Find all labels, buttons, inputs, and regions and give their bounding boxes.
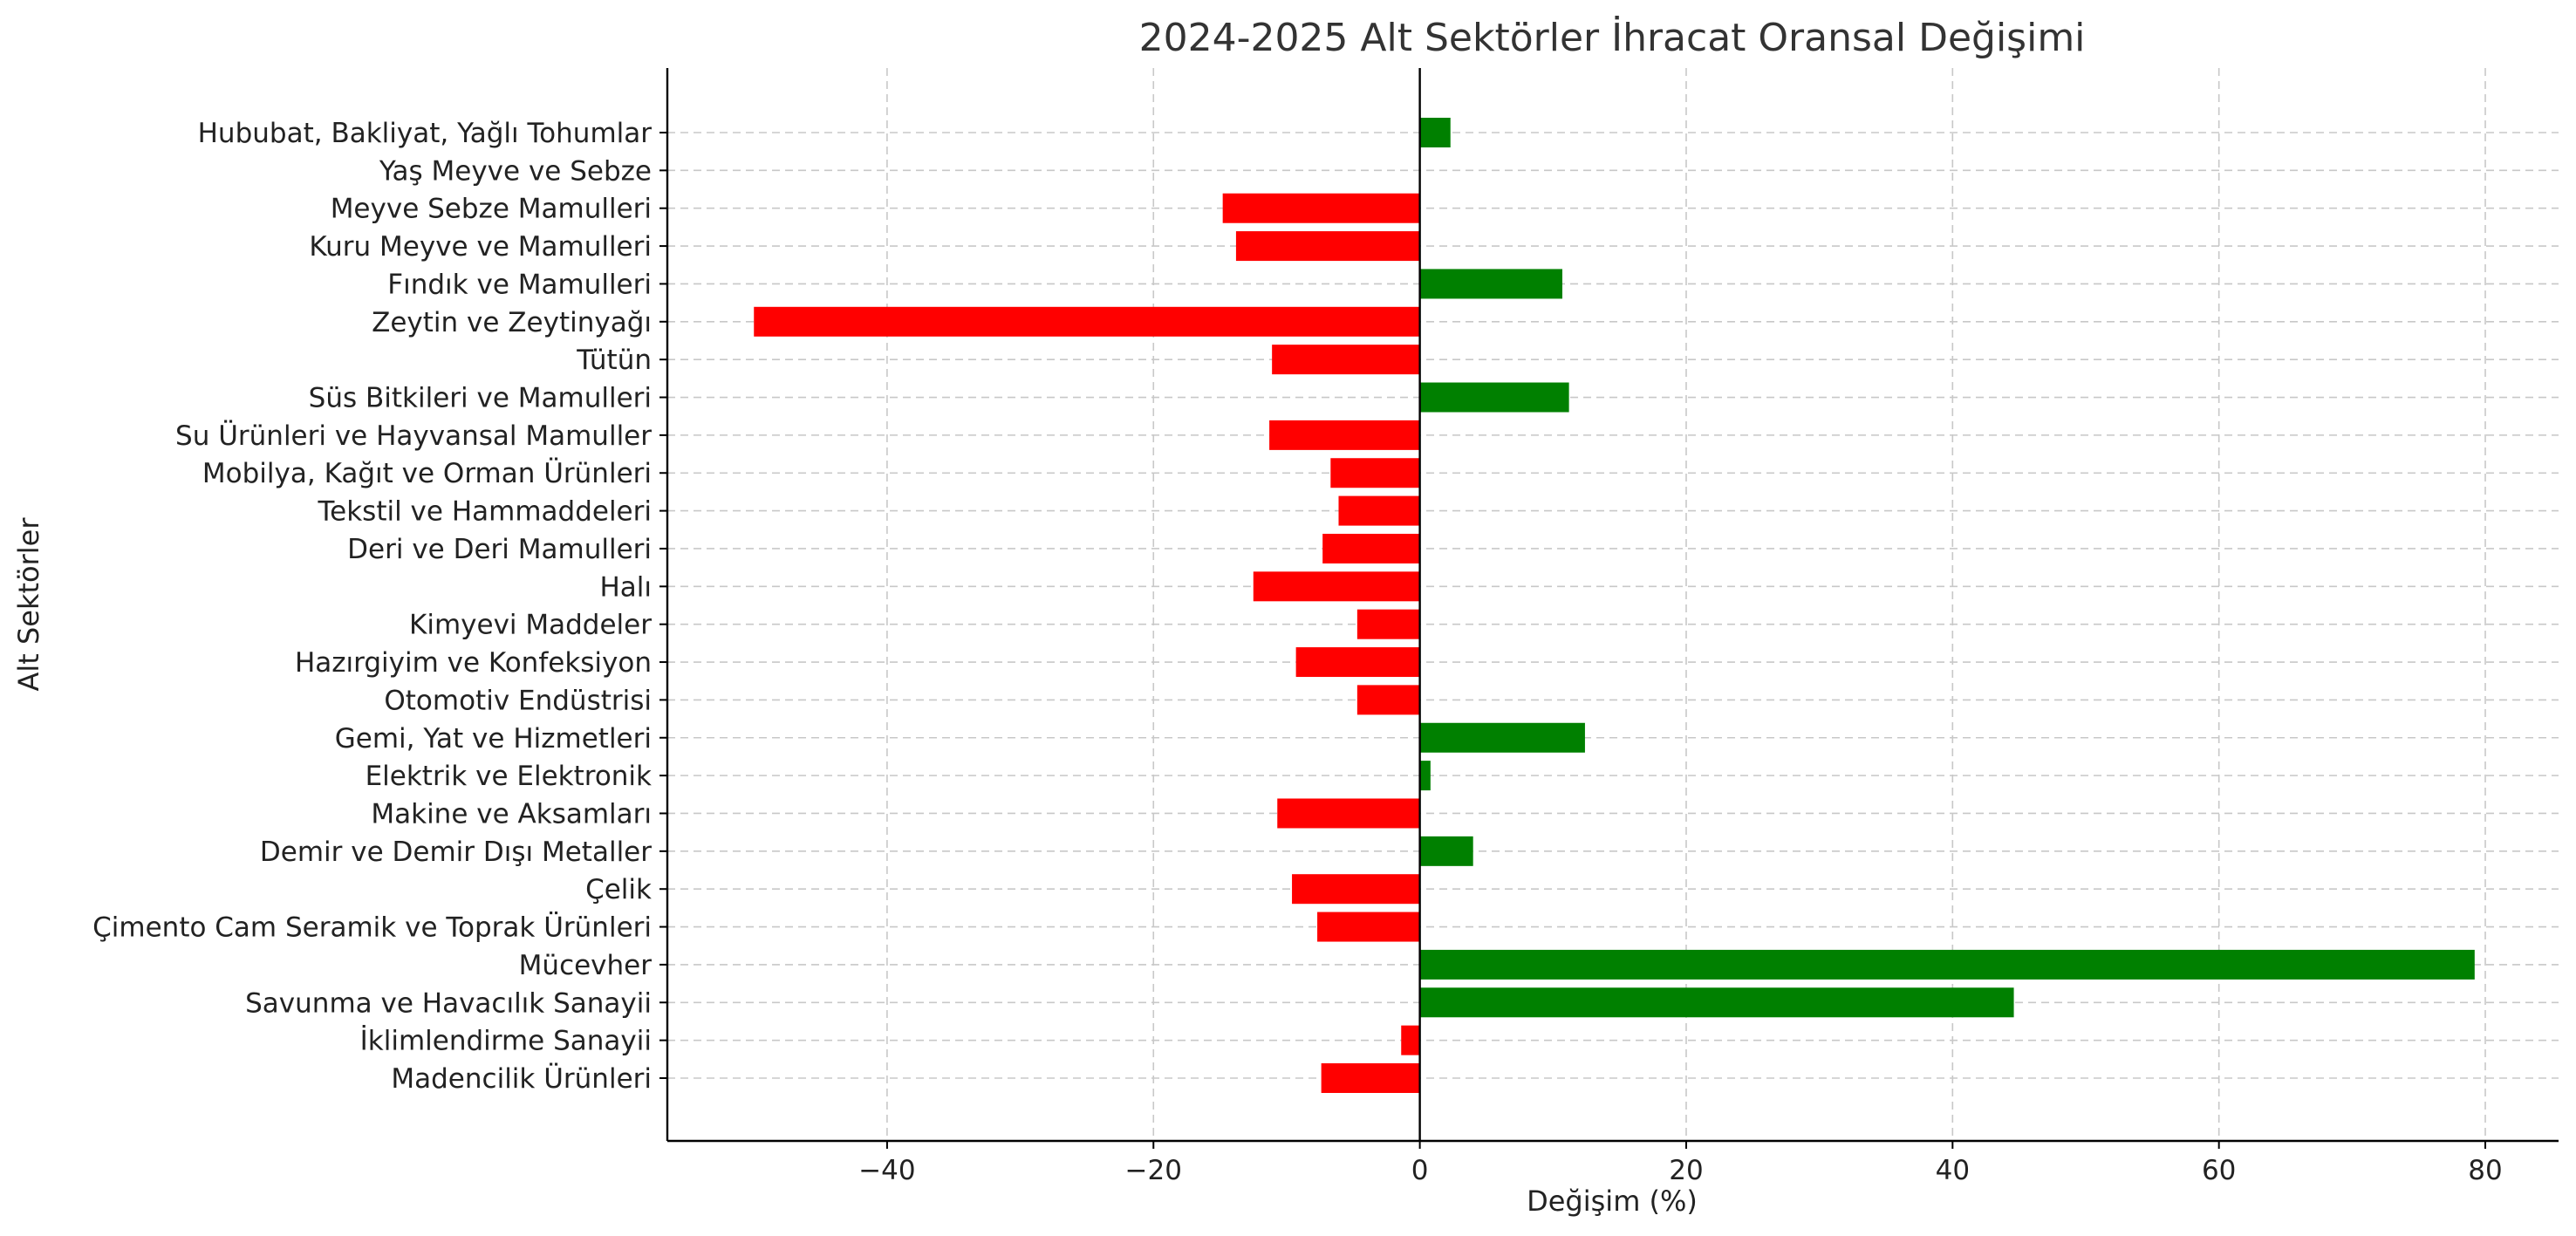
chart-title: 2024-2025 Alt Sektörler İhracat Oransal … <box>1139 15 2086 60</box>
bar <box>1419 987 2014 1018</box>
category-label: Halı <box>599 571 652 603</box>
category-label: Gemi, Yat ve Hizmetleri <box>335 723 652 755</box>
bar <box>1277 798 1420 829</box>
category-label: İklimlendirme Sanayii <box>360 1026 652 1057</box>
x-tick-label: −40 <box>858 1155 915 1186</box>
x-tick-label: −20 <box>1125 1155 1182 1186</box>
category-label: Zeytin ve Zeytinyağı <box>372 307 652 338</box>
category-label: Mobilya, Kağıt ve Orman Ürünleri <box>202 457 652 489</box>
category-label: Deri ve Deri Mamulleri <box>347 534 652 565</box>
x-tick-label: 0 <box>1411 1155 1429 1186</box>
bar <box>1419 836 1473 866</box>
bar <box>1292 874 1420 905</box>
bar <box>1419 118 1451 147</box>
category-label: Kimyevi Maddeler <box>409 610 652 641</box>
category-label: Tütün <box>576 345 652 376</box>
category-label: Süs Bitkileri ve Mamulleri <box>309 383 652 414</box>
bars <box>754 118 2475 1093</box>
bar <box>1356 609 1420 639</box>
bar <box>1321 1063 1420 1093</box>
x-tick-label: 80 <box>2468 1155 2502 1186</box>
bar <box>1295 647 1420 678</box>
category-label: Çimento Cam Seramik ve Toprak Ürünleri <box>92 912 652 944</box>
category-label: Savunma ve Havacılık Sanayii <box>245 987 652 1019</box>
bar <box>1322 533 1420 563</box>
bar <box>1272 345 1420 375</box>
x-tick-label: 40 <box>1936 1155 1970 1186</box>
category-label: Su Ürünleri ve Hayvansal Mamuller <box>175 420 652 452</box>
grid <box>667 68 2559 1141</box>
x-axis-label: Değişim (%) <box>1527 1185 1698 1218</box>
category-label: Fındık ve Mamulleri <box>387 269 652 300</box>
bar <box>1269 420 1420 450</box>
bar <box>1222 193 1420 223</box>
bar <box>754 306 1420 337</box>
bar <box>1419 722 1585 753</box>
y-axis-label: Alt Sektörler <box>12 517 45 692</box>
category-label: Demir ve Demir Dışı Metaller <box>260 837 652 868</box>
x-tick-label: 60 <box>2202 1155 2236 1186</box>
bar <box>1401 1025 1420 1055</box>
bar <box>1338 495 1420 526</box>
category-label: Yaş Meyve ve Sebze <box>379 155 652 187</box>
bar <box>1419 269 1562 299</box>
category-label: Tekstil ve Hammaddeleri <box>317 496 652 528</box>
bar <box>1235 231 1420 262</box>
category-label: Hububat, Bakliyat, Yağlı Tohumlar <box>198 118 653 149</box>
category-label: Makine ve Aksamları <box>371 798 652 830</box>
bar <box>1419 761 1431 791</box>
bar <box>1330 458 1420 488</box>
category-label: Kuru Meyve ve Mamulleri <box>309 231 652 263</box>
axes <box>659 68 2559 1149</box>
category-label: Madencilik Ürünleri <box>391 1062 652 1095</box>
category-label: Hazırgiyim ve Konfeksiyon <box>295 647 652 679</box>
labels: −40 −20 0 20 40 60 80 Hububat, Bakliyat, Yağlı … <box>92 118 2503 1186</box>
bar <box>1253 571 1420 602</box>
x-tick-label: 20 <box>1669 1155 1703 1186</box>
bar <box>1419 382 1569 413</box>
bar <box>1356 685 1420 715</box>
category-label: Elektrik ve Elektronik <box>366 761 652 792</box>
bar <box>1317 912 1420 942</box>
category-label: Meyve Sebze Mamulleri <box>331 194 652 225</box>
category-label: Otomotiv Endüstrisi <box>384 685 652 716</box>
category-label: Mücevher <box>519 950 653 981</box>
category-label: Çelik <box>585 874 652 905</box>
bar <box>1419 949 2475 980</box>
